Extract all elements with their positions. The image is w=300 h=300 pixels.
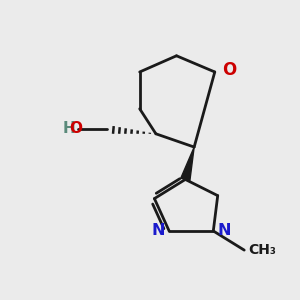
Polygon shape: [181, 147, 194, 181]
Text: O: O: [222, 61, 236, 80]
Text: CH₃: CH₃: [248, 243, 276, 257]
Text: O: O: [69, 121, 82, 136]
Text: H: H: [63, 121, 76, 136]
Text: N: N: [152, 224, 165, 238]
Text: N: N: [217, 224, 231, 238]
